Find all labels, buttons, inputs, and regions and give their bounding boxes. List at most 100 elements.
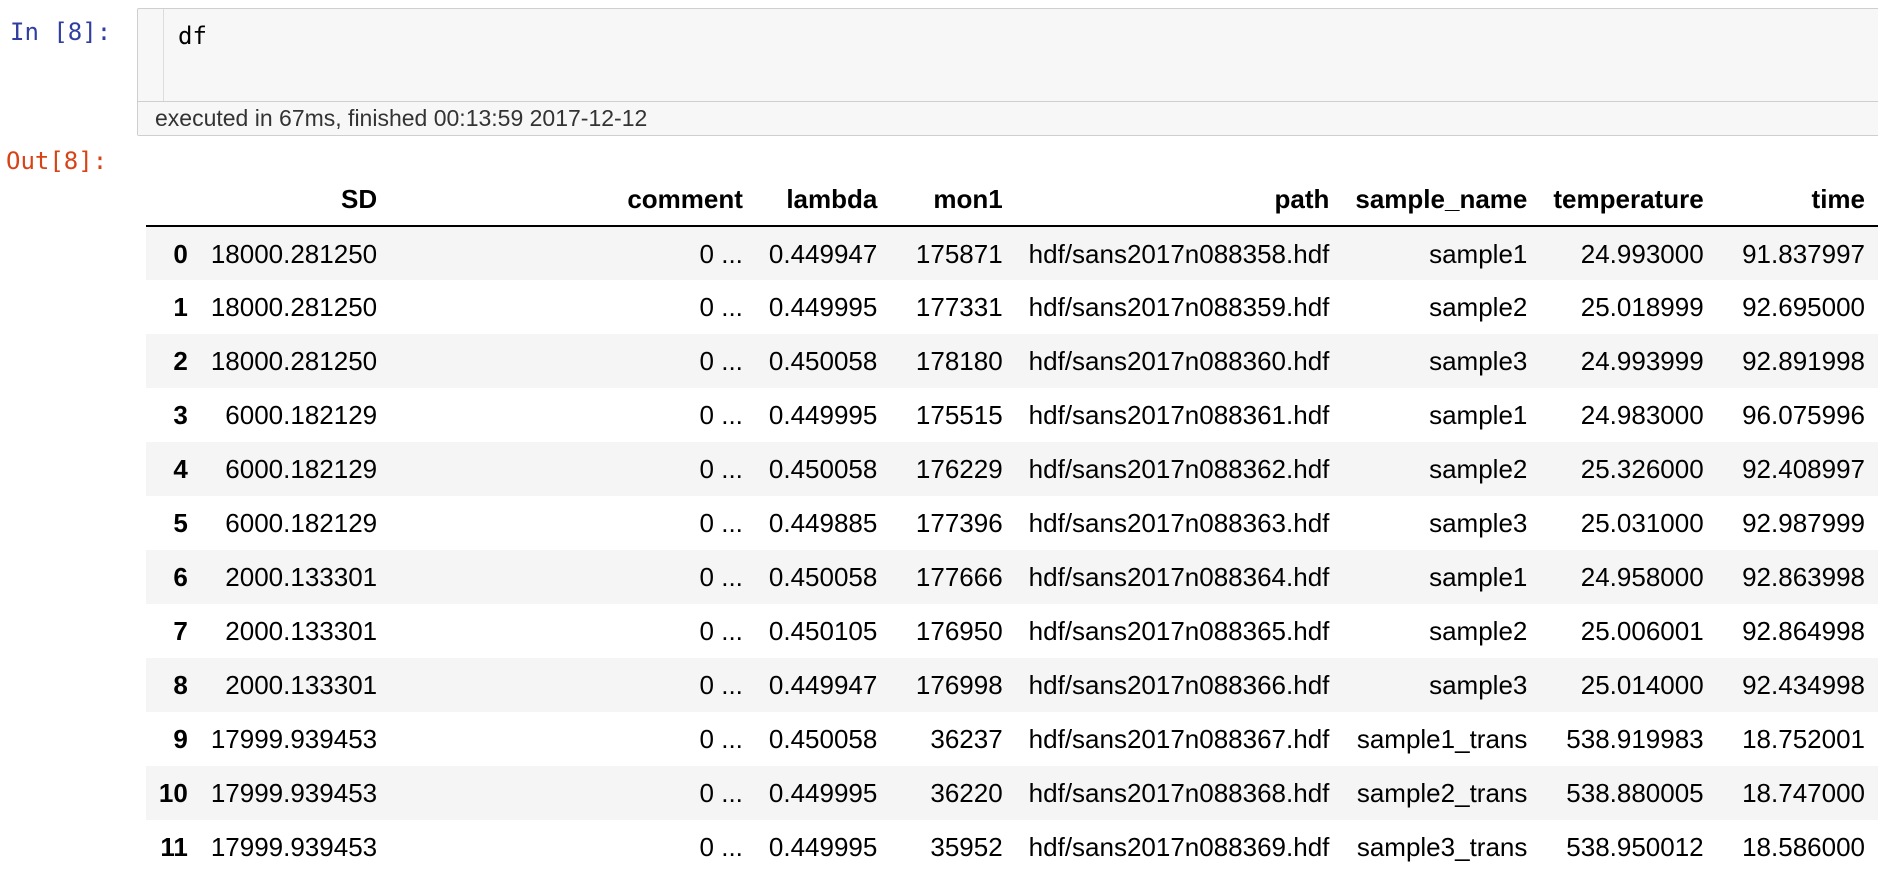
cell-SD: 2000.133301: [225, 562, 378, 592]
cell-sample_name: sample1_trans: [1356, 724, 1528, 754]
cell-path: hdf/sans2017n088369.hdf: [1028, 832, 1330, 862]
cell-path: hdf/sans2017n088360.hdf: [1028, 346, 1330, 376]
cell-mon1: 176950: [915, 616, 1003, 646]
cell-sample_name: sample3: [1429, 346, 1528, 376]
cell-time: 92.695000: [1742, 292, 1865, 322]
cell-comment: 0 ...: [699, 724, 743, 754]
row-index: 10: [158, 778, 188, 808]
table-row: 10 17999.939453 0 ... 0.449995 36220 hdf/sans…: [146, 766, 1878, 820]
cell-SD: 2000.133301: [225, 616, 378, 646]
row-index: 11: [160, 832, 188, 862]
cell-mon1: 176998: [915, 670, 1003, 700]
cell-comment: 0 ...: [699, 562, 743, 592]
table-row: 5 6000.182129 0 ... 0.449885 177396 hdf/sans2…: [146, 496, 1878, 550]
cell-time: 18.747000: [1742, 778, 1865, 808]
cell-temperature: 538.880005: [1566, 778, 1704, 808]
cell-SD: 18000.281250: [210, 238, 378, 269]
cell-SD: 18000.281250: [210, 292, 378, 322]
cell-temperature: 25.326000: [1580, 454, 1704, 484]
cell-temperature: 25.018999: [1580, 292, 1704, 322]
row-index: 5: [173, 508, 188, 538]
cell-lambda: 0.450058: [768, 346, 878, 376]
cell-mon1: 175515: [915, 400, 1003, 430]
column-header-mon1: mon1: [890, 172, 1016, 227]
cell-sample_name: sample2: [1429, 616, 1528, 646]
cell-lambda: 0.450058: [768, 562, 878, 592]
cell-mon1: 178180: [915, 346, 1003, 376]
cell-lambda: 0.449995: [768, 778, 878, 808]
cell-comment: 0 ...: [699, 400, 743, 430]
cell-path: hdf/sans2017n088364.hdf: [1028, 562, 1330, 592]
cell-comment: 0 ...: [699, 832, 743, 862]
cell-sample_name: sample2: [1429, 454, 1528, 484]
output-prompt: Out[8]:: [6, 147, 108, 175]
editor-gutter-divider: [163, 9, 164, 101]
cell-mon1: 175871: [915, 238, 1003, 269]
cell-lambda: 0.449947: [768, 670, 878, 700]
cell-sample_name: sample3: [1429, 670, 1528, 700]
cell-SD: 6000.182129: [225, 400, 378, 430]
table-row: 1 18000.281250 0 ... 0.449995 177331 hdf/sans…: [146, 280, 1878, 334]
table-body: 0 18000.281250 0 ... 0.449947 175871 hdf/sans…: [146, 226, 1878, 874]
cell-path: hdf/sans2017n088365.hdf: [1028, 616, 1330, 646]
table-row: 8 2000.133301 0 ... 0.449947 176998 hdf/sans2…: [146, 658, 1878, 712]
cell-SD: 17999.939453: [210, 778, 378, 808]
cell-time: 96.075996: [1742, 400, 1865, 430]
cell-mon1: 177396: [915, 508, 1003, 538]
cell-comment: 0 ...: [699, 616, 743, 646]
cell-lambda: 0.450058: [768, 724, 878, 754]
cell-SD: 6000.182129: [225, 454, 378, 484]
column-header-comment: comment: [390, 172, 756, 227]
column-header-path: path: [1015, 172, 1343, 227]
table-row: 7 2000.133301 0 ... 0.450105 176950 hdf/sans2…: [146, 604, 1878, 658]
cell-time: 18.752001: [1742, 724, 1865, 754]
cell-lambda: 0.449995: [768, 292, 878, 322]
execution-status-bar: executed in 67ms, finished 00:13:59 2017…: [138, 101, 1878, 135]
cell-comment: 0 ...: [699, 778, 743, 808]
cell-time: 92.434998: [1742, 670, 1865, 700]
column-header-time: time: [1716, 172, 1878, 227]
table-row: 3 6000.182129 0 ... 0.449995 175515 hdf/sans2…: [146, 388, 1878, 442]
cell-sample_name: sample2: [1429, 292, 1528, 322]
cell-path: hdf/sans2017n088358.hdf: [1028, 238, 1330, 269]
cell-temperature: 24.993999: [1580, 346, 1704, 376]
row-index: 2: [173, 346, 188, 376]
cell-time: 92.408997: [1742, 454, 1865, 484]
cell-mon1: 36220: [930, 778, 1003, 808]
column-header-SD: SD: [197, 172, 391, 227]
cell-time: 91.837997: [1742, 238, 1865, 269]
code-input[interactable]: df: [178, 22, 207, 50]
cell-sample_name: sample2_trans: [1356, 778, 1528, 808]
cell-lambda: 0.450105: [768, 616, 878, 646]
cell-path: hdf/sans2017n088368.hdf: [1028, 778, 1330, 808]
cell-temperature: 538.919983: [1566, 724, 1704, 754]
cell-path: hdf/sans2017n088363.hdf: [1028, 508, 1330, 538]
column-header-sample_name: sample_name: [1342, 172, 1541, 227]
row-index: 7: [173, 616, 188, 646]
row-index: 6: [173, 562, 188, 592]
row-index: 8: [173, 670, 188, 700]
row-index: 0: [173, 238, 188, 269]
cell-mon1: 36237: [930, 724, 1003, 754]
table-row: 0 18000.281250 0 ... 0.449947 175871 hdf/sans…: [146, 226, 1878, 280]
input-prompt: In [8]:: [10, 18, 112, 46]
cell-path: hdf/sans2017n088361.hdf: [1028, 400, 1330, 430]
cell-sample_name: sample1: [1429, 400, 1528, 430]
row-index: 3: [173, 400, 188, 430]
cell-mon1: 177666: [915, 562, 1003, 592]
cell-comment: 0 ...: [699, 508, 743, 538]
cell-temperature: 25.031000: [1580, 508, 1704, 538]
table-row: 6 2000.133301 0 ... 0.450058 177666 hdf/sans2…: [146, 550, 1878, 604]
row-index: 1: [173, 292, 188, 322]
cell-SD: 18000.281250: [210, 346, 378, 376]
table-row: 4 6000.182129 0 ... 0.450058 176229 hdf/sans2…: [146, 442, 1878, 496]
code-cell[interactable]: df executed in 67ms, finished 00:13:59 2…: [137, 8, 1878, 136]
cell-temperature: 25.014000: [1580, 670, 1704, 700]
header-row: SD comment lambda mon1 path sample_name temper…: [146, 172, 1878, 227]
cell-comment: 0 ...: [699, 454, 743, 484]
table-row: 9 17999.939453 0 ... 0.450058 36237 hdf/sans2…: [146, 712, 1878, 766]
row-index: 4: [173, 454, 188, 484]
cell-temperature: 24.983000: [1580, 400, 1704, 430]
cell-path: hdf/sans2017n088367.hdf: [1028, 724, 1330, 754]
code-editor[interactable]: df: [138, 9, 1878, 101]
